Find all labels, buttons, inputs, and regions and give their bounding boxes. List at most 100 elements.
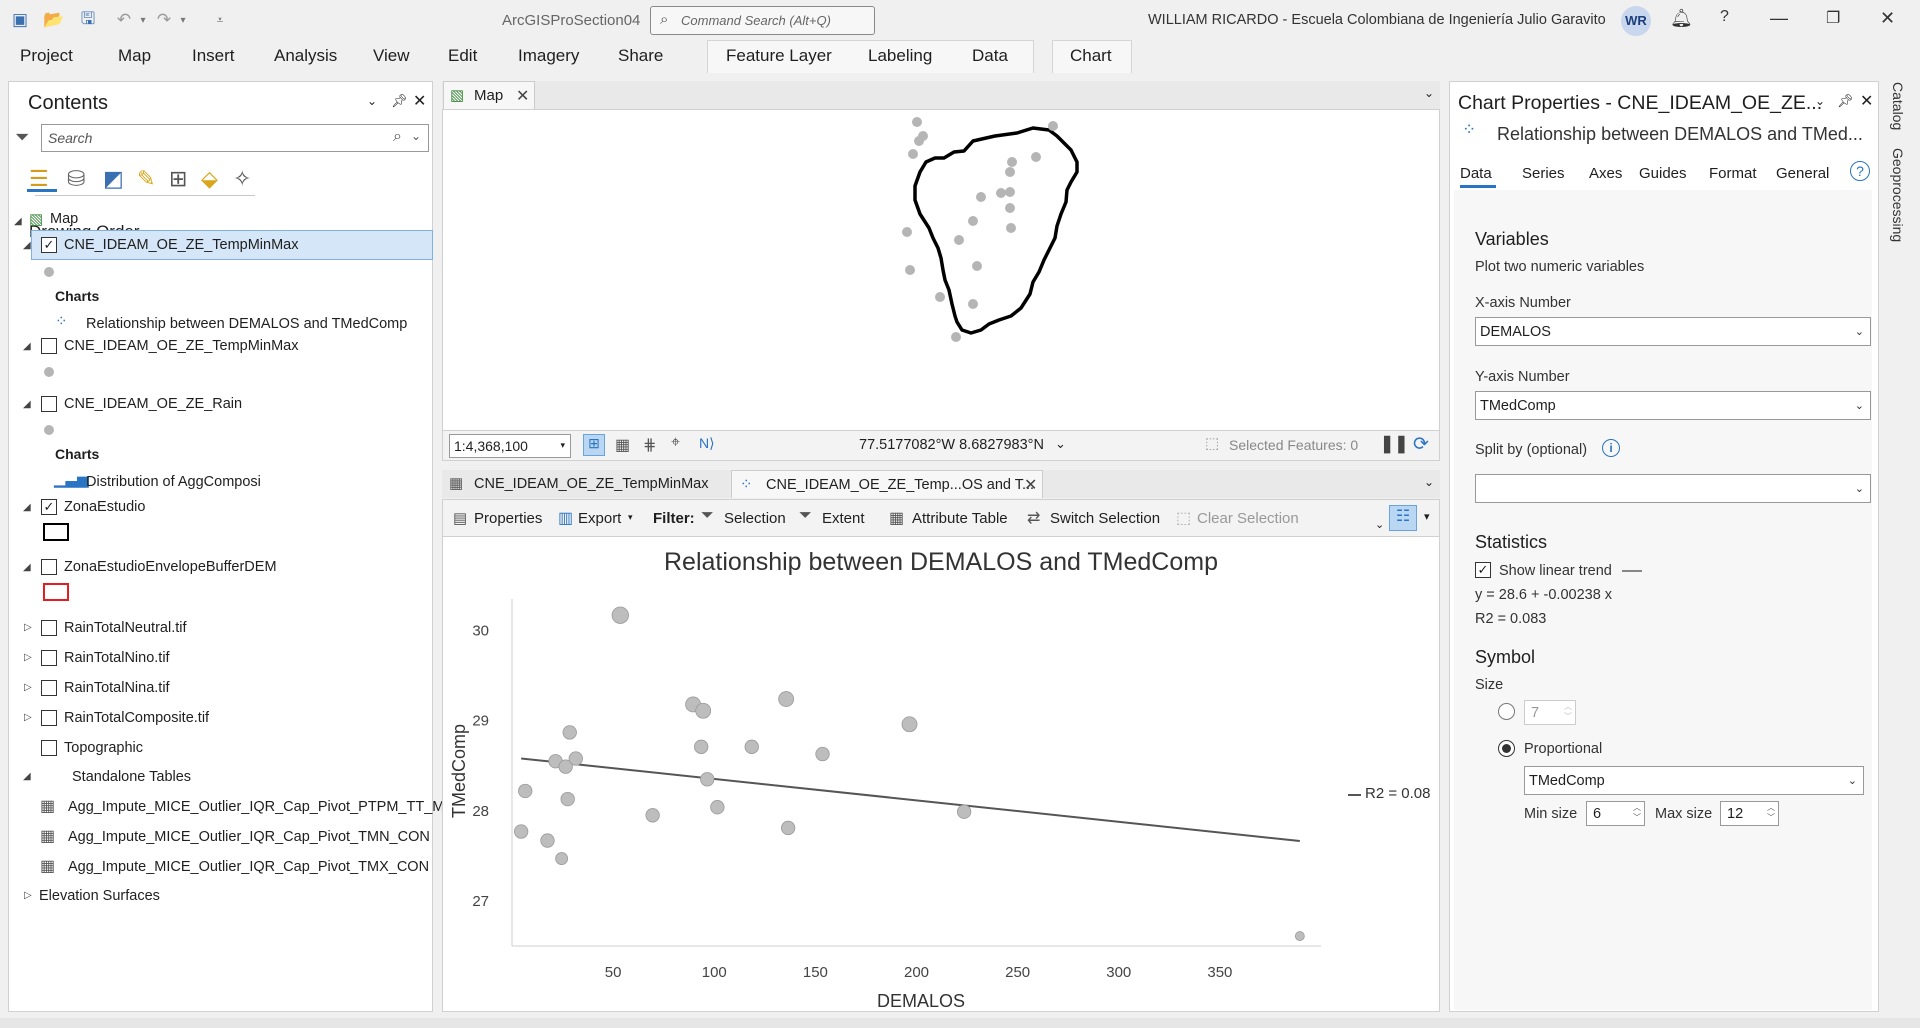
layer6-visibility-checkbox[interactable] xyxy=(41,620,57,636)
customize-qat-icon[interactable]: ⩡ xyxy=(216,12,224,27)
crosshair-icon[interactable]: ⌖ xyxy=(671,434,681,451)
tree-item-chart1[interactable]: Relationship between DEMALOS and TMedCom… xyxy=(86,316,408,332)
tab-edit[interactable]: Edit xyxy=(448,46,478,65)
tab-data[interactable]: Data xyxy=(972,46,1008,65)
layer4-visibility-checkbox[interactable]: ✓ xyxy=(41,499,57,515)
tree-item-layer1[interactable]: CNE_IDEAM_OE_ZE_TempMinMax xyxy=(64,237,299,253)
tab-insert[interactable]: Insert xyxy=(192,46,235,65)
scatter-chart[interactable]: Relationship between DEMALOS and TMedCom… xyxy=(443,537,1441,1012)
tree-item-layer6[interactable]: RainTotalNeutral.tif xyxy=(64,620,187,636)
close-window-icon[interactable]: ✕ xyxy=(1880,8,1896,28)
collapse-elevation-icon[interactable]: ▷ xyxy=(24,890,32,901)
x-axis-field-select[interactable]: DEMALOS ⌄ xyxy=(1475,317,1871,346)
toolbar-dropdown-icon[interactable]: ▾ xyxy=(1424,511,1430,523)
list-by-drawing-order-icon[interactable]: ☰ xyxy=(29,166,49,191)
tree-item-map[interactable]: Map xyxy=(50,211,79,227)
tab-list-chevron-icon[interactable]: ⌄ xyxy=(1424,86,1435,100)
redo-dropdown-icon[interactable]: ▾ xyxy=(180,14,186,26)
open-project-icon[interactable]: 📂 xyxy=(43,10,65,29)
proportional-field-select[interactable]: TMedComp ⌄ xyxy=(1524,766,1864,795)
attribute-table-tab[interactable]: ▦ CNE_IDEAM_OE_ZE_TempMinMax xyxy=(443,470,723,498)
refresh-icon[interactable]: ⟳ xyxy=(1413,434,1429,455)
info-icon[interactable]: i xyxy=(1602,439,1620,457)
list-by-selection-icon[interactable]: ◩ xyxy=(103,166,124,191)
contents-search-input[interactable]: Search ⌕ ⌄ xyxy=(41,124,429,152)
redo-icon[interactable]: ↷ xyxy=(156,10,172,29)
clear-selection-button[interactable]: Clear Selection xyxy=(1197,510,1299,527)
tab-series[interactable]: Series xyxy=(1522,165,1565,182)
command-search-input[interactable]: ⌕ Command Search (Alt+Q) xyxy=(650,6,875,35)
notifications-bell-icon[interactable]: 🔔︎ xyxy=(1670,8,1693,28)
close-pane-icon[interactable]: ✕ xyxy=(413,93,427,110)
tree-item-table3[interactable]: Agg_Impute_MICE_Outlier_IQR_Cap_Pivot_TM… xyxy=(68,859,430,875)
map-canvas[interactable] xyxy=(442,109,1440,431)
tab-guides[interactable]: Guides xyxy=(1639,165,1687,182)
layer9-visibility-checkbox[interactable] xyxy=(41,710,57,726)
new-project-icon[interactable]: ▣ xyxy=(11,10,29,29)
filter-icon[interactable]: ⏷ xyxy=(15,127,30,147)
expand-standalone-icon[interactable]: ◢ xyxy=(23,771,31,782)
save-project-icon[interactable]: 🖫 xyxy=(80,8,96,28)
fixed-size-input[interactable]: 7 ︿ ﹀ xyxy=(1524,700,1576,725)
tab-chart[interactable]: Chart xyxy=(1070,46,1112,65)
tree-item-layer2[interactable]: CNE_IDEAM_OE_ZE_TempMinMax xyxy=(64,338,299,354)
export-button[interactable]: Export xyxy=(578,510,622,527)
tree-item-layer4[interactable]: ZonaEstudio xyxy=(64,499,146,515)
scale-selector[interactable]: 1:4,368,100 ▾ xyxy=(449,434,571,458)
proportional-size-radio[interactable] xyxy=(1498,740,1515,757)
tab-analysis[interactable]: Analysis xyxy=(274,46,338,65)
tree-item-layer9[interactable]: RainTotalComposite.tif xyxy=(64,710,210,726)
tree-item-layer7[interactable]: RainTotalNino.tif xyxy=(64,650,170,666)
collapse-layer9-icon[interactable]: ▷ xyxy=(24,712,32,723)
expand-layer5-icon[interactable]: ◢ xyxy=(23,562,31,573)
layer7-visibility-checkbox[interactable] xyxy=(41,650,57,666)
close-tab-icon[interactable]: ✕ xyxy=(516,88,530,105)
layer5-visibility-checkbox[interactable] xyxy=(41,559,57,575)
catalog-side-tab[interactable]: Catalog xyxy=(1890,82,1906,131)
expand-layer2-icon[interactable]: ◢ xyxy=(23,341,31,352)
layer3-visibility-checkbox[interactable] xyxy=(41,396,57,412)
list-by-data-source-icon[interactable]: ⛁ xyxy=(67,166,86,191)
y-axis-field-select[interactable]: TMedComp ⌄ xyxy=(1475,391,1871,420)
extent-filter-button[interactable]: Extent xyxy=(822,510,865,527)
tree-item-table2[interactable]: Agg_Impute_MICE_Outlier_IQR_Cap_Pivot_TM… xyxy=(68,829,430,845)
undo-dropdown-icon[interactable]: ▾ xyxy=(140,14,146,26)
tree-item-layer8[interactable]: RainTotalNina.tif xyxy=(64,680,170,696)
coordinates-chevron-icon[interactable]: ⌄ xyxy=(1055,436,1066,451)
list-by-editing-icon[interactable]: ✎ xyxy=(137,166,156,191)
expand-layer4-icon[interactable]: ◢ xyxy=(23,502,31,513)
tab-project[interactable]: Project xyxy=(20,46,73,65)
pause-drawing-icon[interactable]: ❚❚ xyxy=(1380,434,1409,453)
tab-general[interactable]: General xyxy=(1776,165,1830,182)
switch-selection-button[interactable]: Switch Selection xyxy=(1050,510,1161,527)
list-by-labeling-icon[interactable]: ⬙ xyxy=(201,166,218,191)
tree-item-layer5[interactable]: ZonaEstudioEnvelopeBufferDEM xyxy=(64,559,277,575)
tab-labeling[interactable]: Labeling xyxy=(868,46,933,65)
tab-axes[interactable]: Axes xyxy=(1589,165,1623,182)
list-by-perspective-icon[interactable]: ✧ xyxy=(233,166,252,191)
tab-imagery[interactable]: Imagery xyxy=(518,46,580,65)
layer10-visibility-checkbox[interactable] xyxy=(41,740,57,756)
collapse-layer7-icon[interactable]: ▷ xyxy=(24,652,32,663)
geoprocessing-side-tab[interactable]: Geoprocessing xyxy=(1890,148,1906,243)
tab-list-chevron-icon[interactable]: ⌄ xyxy=(1424,475,1435,489)
selected-features-count[interactable]: Selected Features: 0 xyxy=(1229,437,1359,453)
show-linear-trend-checkbox[interactable]: ✓ xyxy=(1475,562,1491,578)
snapping-toggle-icon[interactable]: ⊞ xyxy=(583,434,605,456)
attribute-table-button[interactable]: Attribute Table xyxy=(912,510,1008,527)
close-pane-icon[interactable]: ✕ xyxy=(1860,93,1874,110)
chart-tab[interactable]: ⁘ CNE_IDEAM_OE_ZE_Temp...OS and T... ✕ xyxy=(731,470,1043,498)
user-account[interactable]: WILLIAM RICARDO - Escuela Colombiana de … xyxy=(1148,12,1606,28)
pane-menu-chevron-icon[interactable]: ⌄ xyxy=(1815,94,1826,108)
tab-map[interactable]: Map xyxy=(118,46,152,65)
min-size-input[interactable]: 6 ︿ ﹀ xyxy=(1586,801,1645,826)
tree-item-layer3[interactable]: CNE_IDEAM_OE_ZE_Rain xyxy=(64,396,243,412)
restore-icon[interactable]: ❐ xyxy=(1826,10,1841,27)
tab-view[interactable]: View xyxy=(373,46,410,65)
selection-filter-button[interactable]: Selection xyxy=(724,510,786,527)
collapse-layer8-icon[interactable]: ▷ xyxy=(24,682,32,693)
expand-toolbar-icon[interactable]: ⌄ xyxy=(1375,519,1385,531)
avatar[interactable]: WR xyxy=(1621,6,1651,36)
collapse-layer6-icon[interactable]: ▷ xyxy=(24,622,32,633)
expand-layer3-icon[interactable]: ◢ xyxy=(23,399,31,410)
